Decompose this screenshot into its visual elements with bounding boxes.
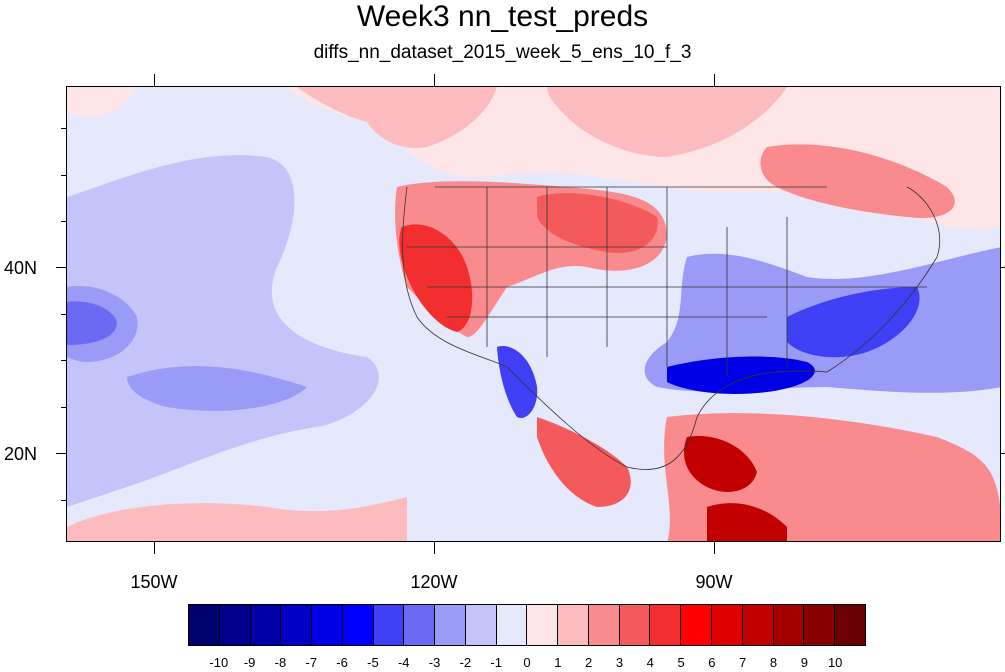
rockies-red — [537, 193, 658, 253]
colorbar-cell — [558, 605, 589, 645]
colorbar-cell — [465, 605, 497, 645]
pacific-blue-core-2 — [67, 301, 117, 345]
lat-minor-tick — [61, 360, 66, 361]
colorbar-cell — [527, 605, 559, 645]
caribbean-core — [707, 503, 787, 541]
lat-tick-40n-left — [56, 267, 66, 268]
state-borders — [407, 186, 927, 377]
pacific-white-north — [67, 87, 435, 231]
colorbar-tick-label: 1 — [554, 655, 562, 670]
colorbar-cell — [681, 605, 713, 645]
colorbar-tick-label: 6 — [708, 655, 716, 670]
colorbar-tick-label: 0 — [523, 655, 531, 670]
colorbar — [188, 604, 866, 646]
colorbar-cell — [342, 605, 374, 645]
colorbar-tick-label: -9 — [243, 655, 256, 670]
lon-tick-90w — [714, 542, 715, 554]
west-us-core — [399, 224, 473, 332]
colorbar-tick-label: -3 — [428, 655, 441, 670]
colorbar-cell — [742, 605, 774, 645]
lon-label-120w: 120W — [410, 572, 458, 592]
colorbar-cell — [250, 605, 282, 645]
colorbar-cell — [404, 605, 436, 645]
colorbar-tick-label: 4 — [646, 655, 654, 670]
colorbar-cell — [835, 605, 865, 645]
lat-tick-20n-right — [1001, 453, 1005, 454]
pacific-pink-south — [67, 497, 407, 541]
central-america-core — [683, 436, 757, 492]
colorbar-tick-label: 10 — [827, 655, 843, 670]
lat-label-20n: 20N — [4, 444, 38, 464]
lon-tick-120w — [434, 542, 435, 554]
colorbar-tick-label: 9 — [800, 655, 808, 670]
lat-tick-40n-right — [1001, 267, 1005, 268]
lat-minor-tick — [61, 407, 66, 408]
colorbar-cell — [804, 605, 836, 645]
canada-red-2 — [547, 87, 787, 157]
colorbar-cell — [619, 605, 651, 645]
atlantic-blue-core — [787, 287, 920, 358]
lon-label-90w: 90W — [695, 572, 733, 592]
colorbar-cell — [312, 605, 343, 645]
lon-tick-120w-top — [434, 74, 435, 86]
colorbar-cell — [281, 605, 313, 645]
colorbar-tick-label: -2 — [459, 655, 472, 670]
colorbar-tick-label: -6 — [336, 655, 348, 670]
colorbar-tick-label: -4 — [397, 655, 410, 670]
colorbar-cell — [189, 605, 220, 645]
colorbar-tick-label: 5 — [677, 655, 685, 670]
lon-label-150w: 150W — [130, 572, 178, 592]
mexico-red — [537, 417, 631, 507]
lat-minor-tick — [61, 314, 66, 315]
lat-minor-tick — [61, 221, 66, 222]
lat-minor-tick — [61, 128, 66, 129]
baja-blue — [497, 346, 538, 418]
colorbar-tick-label: -10 — [209, 655, 229, 670]
colorbar-cell — [712, 605, 743, 645]
pacific-blue-band — [127, 366, 307, 411]
colorbar-cell — [650, 605, 682, 645]
colorbar-tick-label: -1 — [490, 655, 502, 670]
colorbar-cell — [435, 605, 466, 645]
alaska-pink — [67, 87, 137, 117]
colorbar-cell — [219, 605, 251, 645]
colorbar-tick-label: -7 — [305, 655, 318, 670]
anomaly-field — [67, 87, 1000, 541]
lon-tick-90w-top — [714, 74, 715, 86]
lat-label-40n: 40N — [4, 258, 38, 278]
colorbar-tick-label: -5 — [367, 655, 379, 670]
lon-tick-150w-top — [154, 74, 155, 86]
canada-red — [297, 87, 497, 148]
lon-tick-150w — [154, 542, 155, 554]
colorbar-tick-label: 3 — [615, 655, 624, 670]
colorbar-cell — [773, 605, 805, 645]
gulf-blue-core — [667, 356, 815, 394]
lat-tick-20n-left — [56, 453, 66, 454]
colorbar-cell — [496, 605, 528, 645]
colorbar-tick-label: 7 — [739, 655, 747, 670]
pacific-blue-region — [67, 155, 379, 507]
colorbar-tick-label: 8 — [769, 655, 778, 670]
colorbar-tick-label: 2 — [585, 655, 593, 670]
colorbar-cell — [588, 605, 620, 645]
colorbar-tick-label: -8 — [274, 655, 287, 670]
colorbar-cell — [373, 605, 405, 645]
map-title: Week3 nn_test_preds — [356, 0, 649, 33]
map-panel — [66, 86, 1001, 542]
lat-minor-tick — [61, 175, 66, 176]
map-subtitle: diffs_nn_dataset_2015_week_5_ens_10_f_3 — [313, 42, 692, 63]
coastlines — [402, 186, 941, 470]
lat-minor-tick — [61, 500, 66, 501]
canada-east-red — [760, 144, 955, 218]
